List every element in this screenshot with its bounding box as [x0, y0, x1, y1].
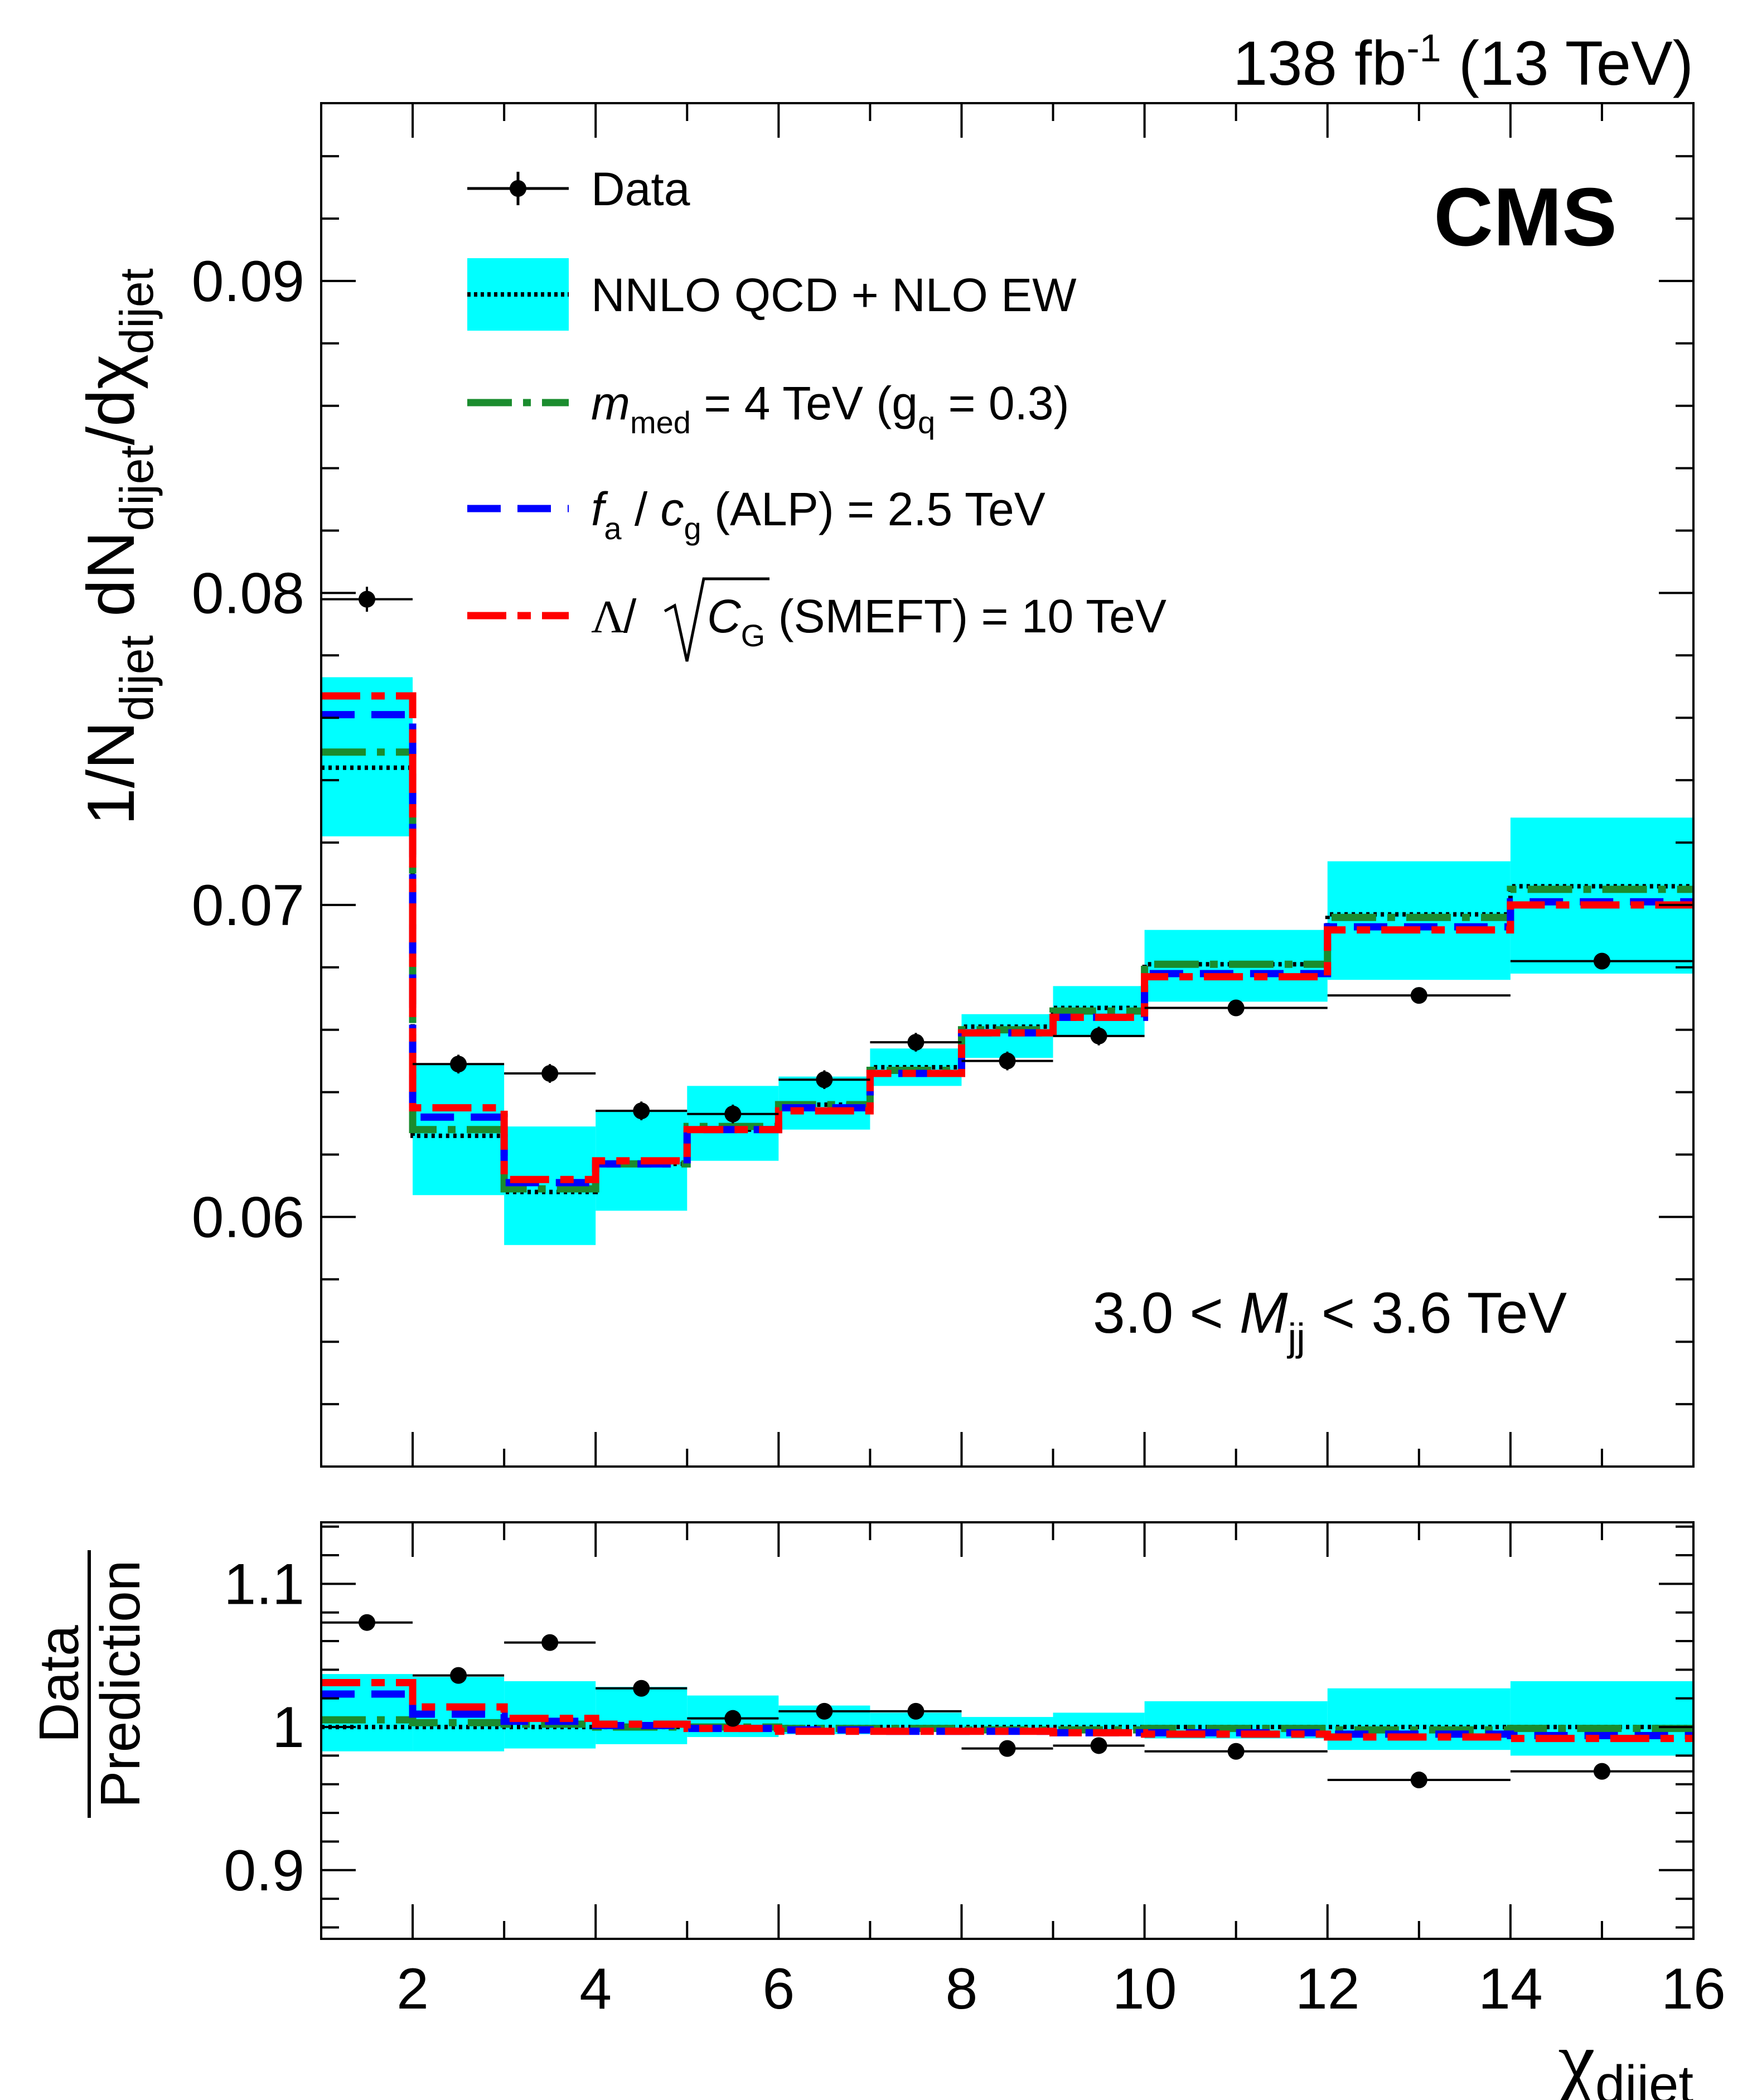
ratio-xtick-label-1: 4: [579, 1957, 612, 2021]
top-ytick-label-0: 0.06: [192, 1185, 304, 1250]
top-band-bin-11: [1510, 817, 1693, 974]
ratio-xtick-label-0: 2: [396, 1957, 429, 2021]
top-line-smeft: [321, 692, 1693, 1183]
ratio-ytick-label-0: 0.9: [224, 1838, 304, 1903]
top-data-point-6: [870, 1033, 962, 1052]
ratio-xtick-label-7: 16: [1661, 1957, 1726, 2021]
legend-mediator-label: mmed = 4 TeV (gq = 0.3): [591, 377, 1069, 440]
y-axis-title-top: 1/Ndijet dNdijet/dχdijet: [74, 268, 163, 825]
ratio-data-point-6: [870, 1702, 962, 1720]
legend-qcd-entry: NNLO QCD + NLO EW: [467, 258, 1076, 331]
lumi-label: 138 fb-1 (13 TeV): [1233, 26, 1693, 98]
legend-qcd-band: [467, 258, 569, 331]
top-data-points: [321, 587, 1693, 1124]
ratio-xtick-label-3: 8: [946, 1957, 978, 2021]
ratio-ytick-label-1: 1: [272, 1695, 304, 1760]
top-ytick-label-3: 0.09: [192, 249, 304, 314]
top-axes-frame: [320, 102, 1695, 1468]
legend-data-entry: Data: [467, 163, 690, 215]
top-band-bin-0: [321, 677, 413, 836]
top-data-point-1: [413, 1054, 505, 1074]
x-axis-title: χdijet: [1557, 2014, 1693, 2100]
legend-alp-entry: fa / cg (ALP) = 2.5 TeV: [467, 483, 1046, 546]
legend-smeft-sqrt-sign: [664, 577, 769, 662]
ratio-axes-frame: [320, 1521, 1695, 1940]
ratio-prediction-lines: [321, 1679, 1693, 1743]
top-data-point-7: [961, 1051, 1053, 1071]
ratio-xtick-label-4: 10: [1112, 1957, 1177, 2021]
ratio-frame: 0.9 1 1.1 2 4 6 8 10 12 14 16: [224, 1521, 1726, 2021]
top-ytick-label-1: 0.07: [192, 873, 304, 938]
ratio-data-point-7: [961, 1740, 1053, 1757]
ratio-data-point-3: [596, 1680, 688, 1697]
legend-data-marker: [510, 180, 526, 197]
ratio-band-bin-11: [1510, 1681, 1693, 1756]
ratio-data-point-11: [1510, 1763, 1693, 1780]
top-data-point-10: [1327, 987, 1511, 1004]
cms-label: CMS: [1434, 171, 1617, 263]
top-frame: 0.06 0.07 0.08 0.09: [192, 102, 1695, 1468]
ratio-data-point-9: [1144, 1743, 1328, 1760]
ratio-xtick-label-6: 14: [1478, 1957, 1543, 2021]
top-prediction-lines: [321, 692, 1693, 1194]
top-data-point-0: [321, 587, 413, 612]
legend-mediator-entry: mmed = 4 TeV (gq = 0.3): [467, 377, 1069, 440]
top-data-point-9: [1144, 999, 1328, 1017]
legend-smeft-label: CG (SMEFT) = 10 TeV: [707, 590, 1167, 653]
ratio-data-point-10: [1327, 1772, 1511, 1789]
ratio-band-bin-10: [1327, 1688, 1511, 1750]
y-axis-title-ratio: Data Prediction: [28, 1550, 152, 1818]
mass-range-label: 3.0 < Mjj < 3.6 TeV: [1093, 1281, 1567, 1359]
ratio-title-denominator: Prediction: [89, 1560, 152, 1808]
ratio-title-numerator: Data: [28, 1625, 90, 1743]
ratio-line-alp: [321, 1690, 1693, 1739]
top-data-point-5: [778, 1070, 870, 1090]
legend-qcd-label: NNLO QCD + NLO EW: [591, 269, 1076, 321]
legend: Data NNLO QCD + NLO EW mmed = 4 TeV (gq …: [467, 163, 1167, 662]
top-ytick-label-2: 0.08: [192, 561, 304, 626]
ratio-data-point-2: [504, 1634, 596, 1651]
ratio-data-point-1: [413, 1667, 505, 1684]
legend-alp-label: fa / cg (ALP) = 2.5 TeV: [591, 483, 1046, 546]
ratio-data-point-0: [321, 1614, 413, 1631]
ratio-data-point-4: [687, 1710, 779, 1727]
top-data-point-4: [687, 1104, 779, 1124]
legend-smeft-slash: /: [623, 590, 637, 642]
ratio-data-point-5: [778, 1702, 870, 1720]
legend-smeft-entry: Λ / CG (SMEFT) = 10 TeV: [467, 577, 1167, 662]
top-data-point-2: [504, 1064, 596, 1083]
ratio-line-smeft: [321, 1679, 1693, 1743]
ratio-data-points: [321, 1614, 1693, 1789]
top-uncertainty-band: [321, 677, 1693, 1245]
top-data-point-3: [596, 1101, 688, 1120]
ratio-band-bin-0: [321, 1674, 413, 1751]
legend-smeft-lambda: Λ: [591, 591, 625, 643]
ratio-data-point-8: [1053, 1737, 1145, 1754]
ratio-ytick-label-2: 1.1: [224, 1552, 304, 1617]
ratio-xtick-label-5: 12: [1295, 1957, 1360, 2021]
top-data-point-11: [1510, 952, 1693, 970]
legend-data-label: Data: [591, 163, 690, 215]
top-data-point-8: [1053, 1027, 1145, 1046]
ratio-xtick-label-2: 6: [762, 1957, 795, 2021]
